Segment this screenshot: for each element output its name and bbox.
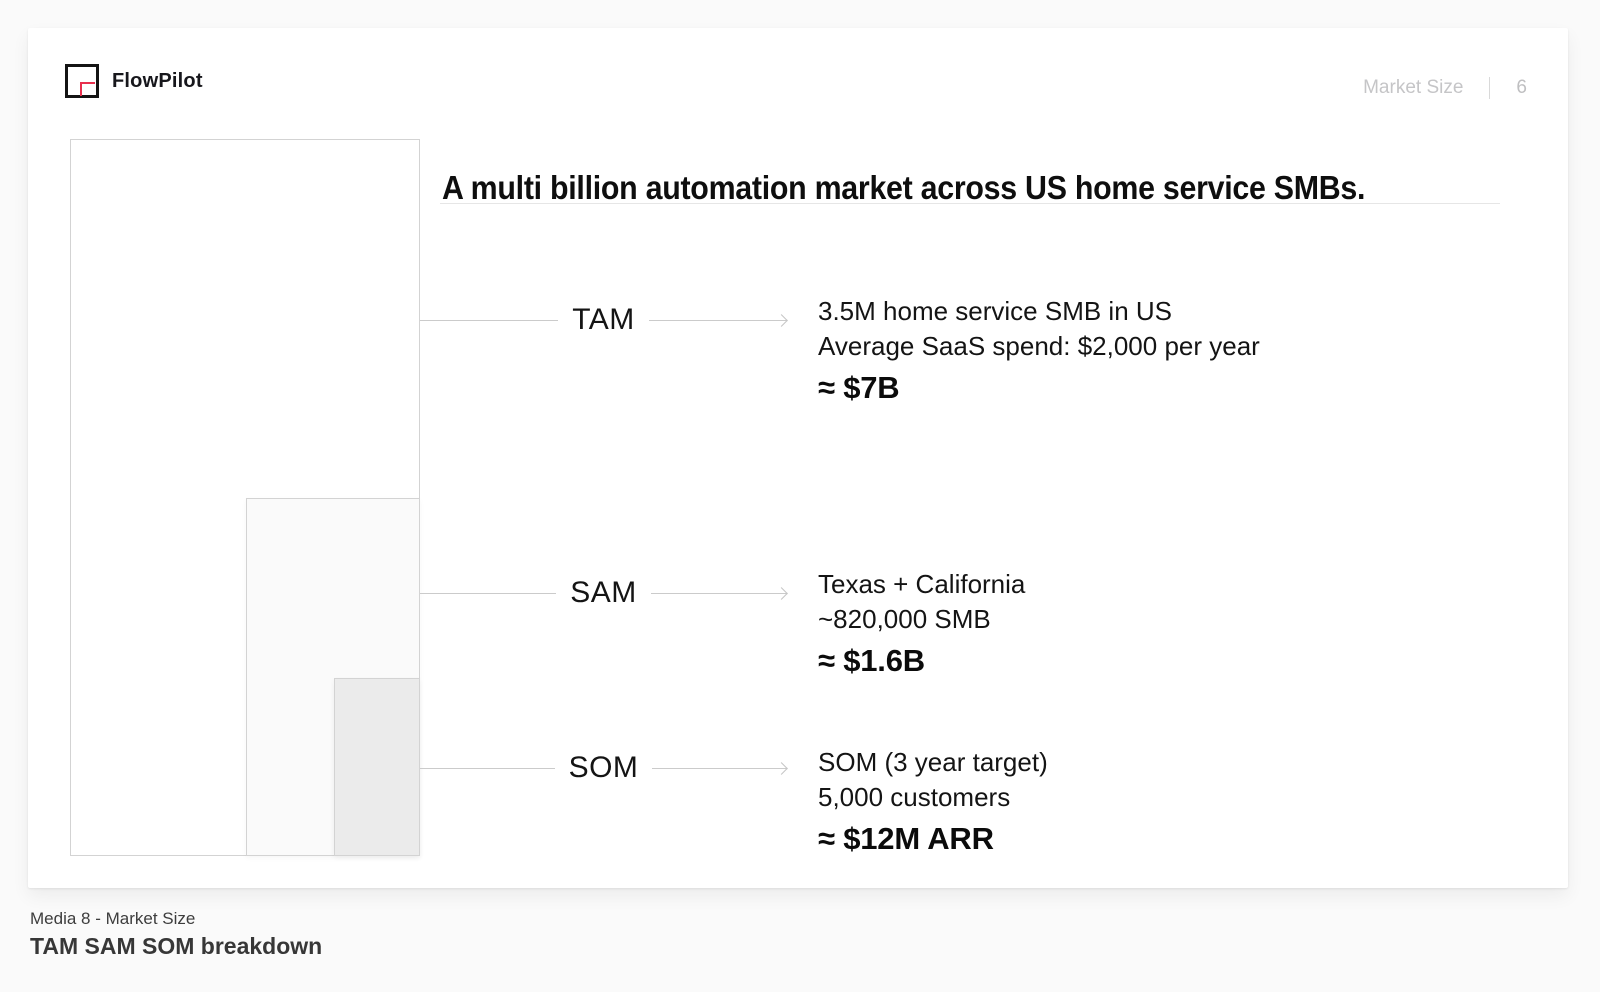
- som-area-box: [334, 678, 420, 856]
- slide-card: FlowPilot Market Size 6 A multi billion …: [28, 28, 1568, 888]
- som-leader-line: [420, 767, 555, 769]
- tam-label: TAM: [572, 303, 635, 336]
- sam-line-2: ~820,000 SMB: [818, 604, 991, 634]
- sam-label: SAM: [570, 576, 637, 609]
- sam-description: Texas + California ~820,000 SMB ≈ $1.6B: [818, 567, 1025, 680]
- sam-value: ≈ $1.6B: [818, 643, 925, 678]
- som-arrow-right-icon: [652, 767, 787, 769]
- tam-connector: TAM: [420, 303, 788, 336]
- som-description: SOM (3 year target) 5,000 customers ≈ $1…: [818, 745, 1048, 858]
- tam-leader-line: [420, 319, 559, 321]
- header-section-label: Market Size: [1363, 77, 1464, 98]
- tam-description: 3.5M home service SMB in US Average SaaS…: [818, 294, 1260, 407]
- som-connector: SOM: [420, 752, 787, 784]
- title-rule: [440, 203, 1500, 204]
- sam-connector: SAM: [420, 576, 788, 609]
- slide-footer: Media 8 - Market Size TAM SAM SOM breakd…: [30, 908, 322, 960]
- sam-arrow-right-icon: [650, 592, 788, 594]
- som-value: ≈ $12M ARR: [818, 821, 994, 856]
- slide-title: A multi billion automation market across…: [442, 169, 1366, 206]
- brand-name: FlowPilot: [112, 69, 203, 92]
- brand: FlowPilot: [65, 64, 203, 98]
- som-line-1: SOM (3 year target): [818, 747, 1048, 777]
- som-label: SOM: [568, 751, 639, 784]
- sam-leader-line: [420, 592, 557, 594]
- som-line-2: 5,000 customers: [818, 782, 1011, 812]
- header-divider: [1489, 77, 1491, 99]
- tam-value: ≈ $7B: [818, 370, 900, 405]
- tam-line-2: Average SaaS spend: $2,000 per year: [818, 331, 1260, 361]
- header-meta: Market Size 6: [1363, 77, 1527, 99]
- footer-title: TAM SAM SOM breakdown: [30, 933, 323, 959]
- header-page-number: 6: [1516, 77, 1527, 98]
- tam-arrow-right-icon: [648, 319, 788, 321]
- footer-kicker: Media 8 - Market Size: [30, 909, 196, 928]
- logo-corner-accent: [80, 82, 95, 96]
- tam-line-1: 3.5M home service SMB in US: [818, 296, 1173, 326]
- sam-line-1: Texas + California: [818, 569, 1026, 599]
- flowpilot-logo-icon: [65, 64, 99, 98]
